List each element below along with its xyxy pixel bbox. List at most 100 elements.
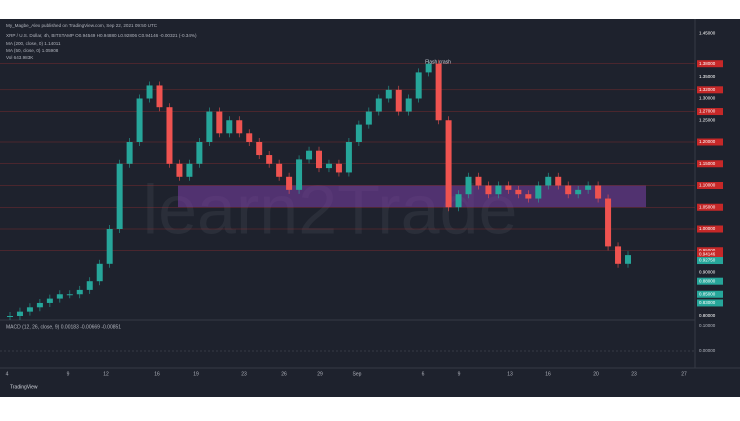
candle-body	[595, 185, 602, 199]
macd-title: MACD (12, 26, close, 9) 0.00183 -0.00669…	[6, 324, 121, 330]
candle-body	[116, 163, 123, 229]
x-tick-label: 9	[67, 371, 70, 377]
price-label: 1.30000	[699, 96, 716, 101]
candle-body	[435, 63, 442, 121]
price-label-bg	[697, 108, 723, 116]
x-tick-label: 16	[154, 371, 160, 377]
x-tick-label: 19	[193, 371, 199, 377]
x-tick-label: 20	[593, 371, 599, 377]
price-label-bg	[697, 160, 723, 168]
candle-body	[216, 111, 223, 134]
candle-body	[76, 289, 83, 295]
candle-body	[415, 72, 422, 99]
candle-body	[126, 142, 133, 164]
background	[0, 19, 740, 397]
candle-body	[196, 142, 203, 164]
annotation: Flash crash	[425, 59, 451, 65]
price-label-bg	[697, 225, 723, 233]
logo: TradingView	[10, 384, 38, 390]
candle-body	[296, 159, 303, 190]
price-label: 0.88000	[699, 278, 716, 283]
price-label-bg	[697, 257, 723, 265]
candle-body	[106, 229, 113, 264]
price-label: 0.90000	[699, 270, 716, 275]
price-label: 1.15000	[699, 161, 716, 166]
x-tick-label: 26	[281, 371, 287, 377]
candle-body	[266, 155, 273, 164]
price-label: 1.45000	[699, 30, 716, 35]
candle-body	[256, 142, 263, 156]
candle-body	[585, 185, 592, 190]
x-tick-label: 4	[6, 371, 9, 377]
candle-body	[405, 98, 412, 112]
candle-body	[475, 176, 482, 186]
symbol: XRP / U.S. Dollar, 4h, BITSTAMP O0.94549…	[6, 33, 197, 38]
ma200: MA (200, close, 0) 1.14011	[6, 41, 61, 46]
price-label: 1.00000	[699, 226, 716, 231]
price-label-bg	[697, 138, 723, 146]
candle-body	[286, 176, 293, 190]
price-label: 0.80000	[699, 313, 716, 318]
candle-body	[465, 176, 472, 195]
candle-body	[555, 176, 562, 186]
candle-body	[375, 98, 382, 112]
x-tick-label: Sep	[353, 371, 362, 377]
candle-body	[26, 307, 33, 312]
price-label: 0.95000	[699, 248, 716, 253]
candle-body	[485, 185, 492, 195]
candle-body	[505, 185, 512, 190]
x-tick-label: 13	[507, 371, 513, 377]
x-tick-label: 12	[103, 371, 109, 377]
candle-body	[246, 133, 253, 142]
publisher: My_Magbe_Alex published on TradingView.c…	[6, 23, 158, 28]
candle-body	[7, 316, 13, 317]
price-label-bg	[697, 203, 723, 211]
price-label-bg	[697, 290, 723, 298]
candle-body	[306, 150, 313, 160]
candle-body	[535, 185, 542, 199]
price-label-bg	[697, 60, 723, 68]
candle-body	[36, 302, 43, 308]
price-label: 1.10000	[699, 183, 716, 188]
vol: Vol 643.983K	[6, 55, 34, 60]
candle-body	[56, 294, 63, 299]
candle-body	[276, 163, 283, 177]
candle-body	[615, 246, 622, 264]
candle-body	[96, 263, 103, 282]
x-tick-label: 29	[317, 371, 323, 377]
candle-body	[166, 107, 173, 164]
candle-body	[316, 150, 322, 169]
price-label: 1.27000	[699, 109, 716, 114]
price-label: 1.38000	[699, 61, 716, 66]
price-label-bg	[697, 299, 723, 307]
candle-body	[66, 294, 73, 296]
candle-body	[206, 111, 213, 142]
price-label: 1.32000	[699, 87, 716, 92]
candle-body	[226, 120, 233, 134]
price-label: 0.83000	[699, 300, 716, 305]
price-label: 1.05000	[699, 204, 716, 209]
price-label: 0.92750	[699, 258, 716, 263]
candle-body	[46, 298, 53, 303]
x-tick-label: 16	[545, 371, 551, 377]
price-label: 1.35000	[699, 74, 716, 79]
candle-body	[146, 85, 153, 99]
candle-body	[156, 85, 163, 108]
candle-body	[425, 63, 432, 73]
price-label-bg	[697, 247, 723, 255]
price-label-bg	[697, 250, 723, 258]
candle-body	[176, 163, 183, 177]
price-label: 0.85000	[699, 291, 716, 296]
candle-body	[236, 120, 243, 134]
price-label: 1.25000	[699, 117, 716, 122]
macd-tick-label: 0.00000	[699, 348, 716, 353]
candle-body	[355, 124, 362, 142]
candle-body	[16, 311, 23, 316]
price-label: 0.94146	[699, 252, 716, 257]
candle-body	[365, 111, 372, 125]
candle-body	[335, 163, 342, 173]
price-label-bg	[697, 182, 723, 189]
x-tick-label: 23	[241, 371, 247, 377]
